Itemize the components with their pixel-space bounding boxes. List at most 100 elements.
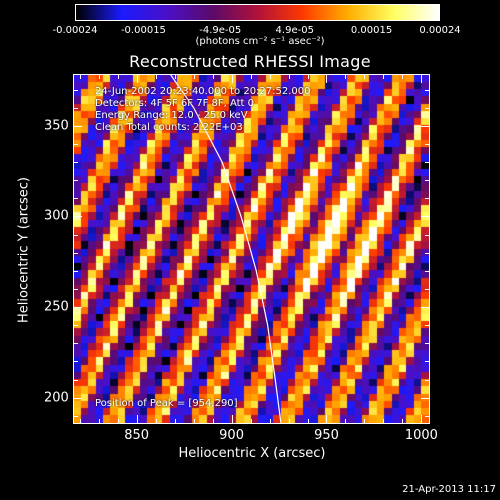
tick-mark — [425, 143, 429, 145]
tick-mark — [421, 397, 429, 399]
tick-mark — [269, 419, 271, 423]
colorbar-tick-label: 0.00024 — [419, 25, 461, 36]
tick-mark — [231, 415, 233, 423]
tick-mark — [212, 75, 214, 79]
tick-mark — [136, 75, 138, 83]
tick-mark — [174, 419, 176, 423]
tick-mark — [425, 288, 429, 290]
tick-mark — [174, 75, 176, 79]
x-tick-label: 1000 — [404, 428, 438, 443]
datestamp: 21-Apr-2013 11:17 — [402, 484, 496, 495]
plot-overlay — [170, 75, 282, 423]
tick-mark — [425, 180, 429, 182]
tick-mark — [421, 75, 423, 83]
tick-mark — [74, 270, 78, 272]
tick-mark — [288, 419, 290, 423]
tick-mark — [74, 288, 78, 290]
tick-mark — [250, 75, 252, 79]
tick-mark — [421, 216, 429, 218]
tick-mark — [74, 379, 78, 381]
tick-mark — [425, 107, 429, 109]
tick-mark — [364, 419, 366, 423]
tick-mark — [326, 415, 328, 423]
tick-mark — [269, 75, 271, 79]
peak-position-label: Position of Peak = [954,290] — [95, 398, 238, 409]
tick-mark — [326, 75, 328, 83]
chart-title: Reconstructed RHESSI Image — [129, 52, 371, 71]
tick-mark — [74, 415, 78, 417]
solar-limb-curve — [170, 75, 282, 423]
tick-mark — [288, 75, 290, 79]
y-tick-label: 250 — [44, 299, 69, 315]
tick-mark — [74, 125, 82, 127]
plot-frame — [73, 74, 430, 424]
time-range-label: 24-Jun-2002 20:23:40.000 to 20:27:52.000 — [95, 86, 311, 97]
tick-mark — [383, 75, 385, 79]
tick-mark — [425, 234, 429, 236]
tick-mark — [345, 419, 347, 423]
tick-mark — [307, 419, 309, 423]
tick-mark — [74, 180, 78, 182]
tick-mark — [79, 419, 81, 423]
tick-mark — [79, 75, 81, 79]
tick-mark — [212, 419, 214, 423]
tick-mark — [345, 75, 347, 79]
tick-mark — [74, 216, 82, 218]
tick-mark — [231, 75, 233, 83]
tick-mark — [425, 325, 429, 327]
tick-mark — [364, 75, 366, 79]
tick-mark — [74, 397, 82, 399]
rhessi-image-heatmap — [74, 75, 429, 423]
colorbar-tick-label: 0.00015 — [350, 25, 393, 36]
tick-mark — [425, 89, 429, 91]
detectors-label: Detectors: 4F 5F 6F 7F 8F, Att 0 — [95, 98, 255, 109]
tick-mark — [74, 143, 78, 145]
y-axis-label: Heliocentric Y (arcsec) — [16, 177, 32, 323]
tick-mark — [117, 419, 119, 423]
tick-mark — [74, 89, 78, 91]
tick-mark — [193, 419, 195, 423]
colorbar-tick-label: -0.00015 — [120, 25, 166, 36]
colorbar-tick-label: -0.00024 — [52, 25, 98, 36]
tick-mark — [117, 75, 119, 79]
tick-mark — [425, 343, 429, 345]
tick-mark — [421, 307, 429, 308]
tick-mark — [155, 75, 157, 79]
tick-mark — [74, 107, 78, 109]
y-tick-label: 300 — [44, 208, 69, 224]
tick-mark — [425, 361, 429, 363]
tick-mark — [421, 415, 423, 423]
tick-mark — [402, 75, 404, 79]
tick-mark — [425, 162, 429, 163]
tick-mark — [425, 198, 429, 200]
energy-range-label: Energy Range: 12.0 - 25.0 keV — [95, 110, 248, 121]
tick-mark — [74, 361, 78, 363]
tick-mark — [74, 234, 78, 236]
x-axis-label: Heliocentric X (arcsec) — [178, 446, 326, 461]
tick-mark — [155, 419, 157, 423]
tick-mark — [421, 125, 429, 127]
tick-mark — [74, 343, 78, 345]
tick-mark — [425, 379, 429, 381]
tick-mark — [425, 415, 429, 417]
y-tick-label: 200 — [44, 390, 69, 406]
colorbar-tick-label: -4.9e-05 — [199, 25, 242, 36]
tick-mark — [98, 75, 100, 79]
tick-mark — [425, 252, 429, 254]
x-tick-label: 900 — [219, 428, 244, 443]
colorbar-tick-label: 4.9e-05 — [275, 25, 314, 36]
tick-mark — [74, 162, 78, 163]
tick-mark — [74, 307, 82, 308]
colorbar — [75, 4, 440, 21]
tick-mark — [136, 415, 138, 423]
tick-mark — [74, 325, 78, 327]
y-tick-label: 350 — [44, 118, 69, 134]
colorbar-units: (photons cm⁻² s⁻¹ asec⁻²) — [195, 36, 325, 47]
tick-mark — [74, 252, 78, 254]
x-tick-label: 950 — [314, 428, 339, 443]
clean-counts-label: Clean Total counts: 2.22E+03 — [95, 122, 243, 133]
tick-mark — [193, 75, 195, 79]
x-tick-label: 850 — [124, 428, 150, 443]
tick-mark — [425, 270, 429, 272]
tick-mark — [383, 419, 385, 423]
